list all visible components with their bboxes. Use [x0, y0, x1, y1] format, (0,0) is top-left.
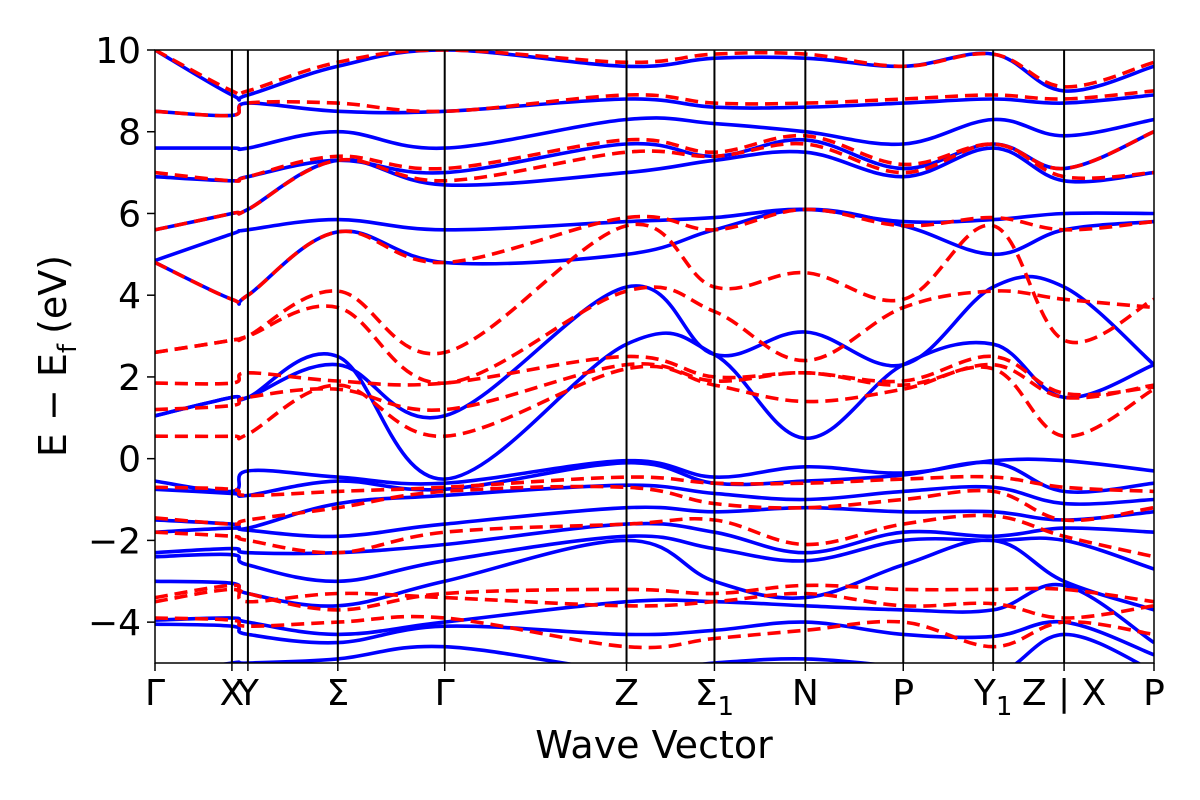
kpoint-label-text-3: Y	[236, 673, 260, 714]
kpoint-label-6: Z	[614, 673, 639, 714]
dashed-band-line-8	[155, 362, 1154, 412]
y-axis-label-subscript: f	[53, 343, 83, 353]
y-tick-label-3: 0	[118, 440, 141, 481]
y-tick-label-4: 2	[118, 358, 141, 399]
solid-band-line-11	[155, 331, 1154, 481]
y-tick-label-6: 6	[118, 194, 141, 235]
kpoint-label-text-1: Γ	[145, 673, 165, 714]
kpoint-label-8: N	[792, 673, 819, 714]
dashed-band-line-14	[155, 130, 1154, 183]
kpoint-label-text-8: N	[792, 673, 819, 714]
dashed-band-line-2	[155, 484, 1154, 526]
kpoint-label-text-4: Σ	[326, 673, 349, 714]
kpoint-label-1: Γ	[145, 673, 165, 714]
kpoint-label-text-5: Γ	[435, 673, 455, 714]
dashed-band-line-6	[155, 614, 1154, 650]
kpoint-label-12: P	[1143, 673, 1165, 714]
kpoint-label-10: Y1	[973, 673, 1013, 722]
dashed-band-line-7	[155, 364, 1154, 441]
kpoint-label-sub-7: 1	[718, 692, 735, 722]
kpoint-label-2: X	[220, 673, 245, 714]
y-tick-label-1: −4	[88, 603, 141, 644]
kpoint-label-9: P	[892, 673, 914, 714]
solid-band-line-2	[155, 460, 1154, 499]
kpoint-label-11: Z | X	[1022, 673, 1106, 714]
kpoint-label-text-7: Σ	[695, 673, 718, 714]
plot-frame	[154, 49, 1155, 664]
kpoint-label-text-11: Z | X	[1022, 673, 1106, 714]
y-axis-label: E − Ef (eV)	[31, 255, 83, 457]
y-tick-label-8: 10	[95, 31, 141, 72]
y-axis-label-unit: (eV)	[31, 255, 75, 334]
y-axis-ticks: −4 −2 0 2 4 6 8 10	[88, 31, 155, 644]
dashed-band-line-9	[155, 354, 1154, 397]
kpoint-lines-group	[230, 50, 1066, 663]
y-tick-label-2: −2	[88, 521, 141, 562]
y-tick-label-5: 4	[118, 276, 141, 317]
dashed-band-line-11	[155, 285, 1154, 385]
kpoint-label-4: Σ	[326, 673, 349, 714]
y-axis-label-main: E − E	[31, 353, 75, 457]
kpoint-label-5: Γ	[435, 673, 455, 714]
kpoint-label-sub-10: 1	[996, 692, 1013, 722]
y-tick-label-7: 8	[118, 113, 141, 154]
kpoint-label-7: Σ1	[695, 673, 734, 722]
kpoint-label-text-6: Z	[614, 673, 639, 714]
kpoint-label-3: Y	[236, 673, 260, 714]
kpoint-label-text-2: X	[220, 673, 245, 714]
kpoint-label-text-9: P	[892, 673, 914, 714]
kpoint-label-text-12: P	[1143, 673, 1165, 714]
x-axis-label: Wave Vector	[535, 723, 773, 767]
kpoint-label-text-10: Y	[973, 673, 997, 714]
